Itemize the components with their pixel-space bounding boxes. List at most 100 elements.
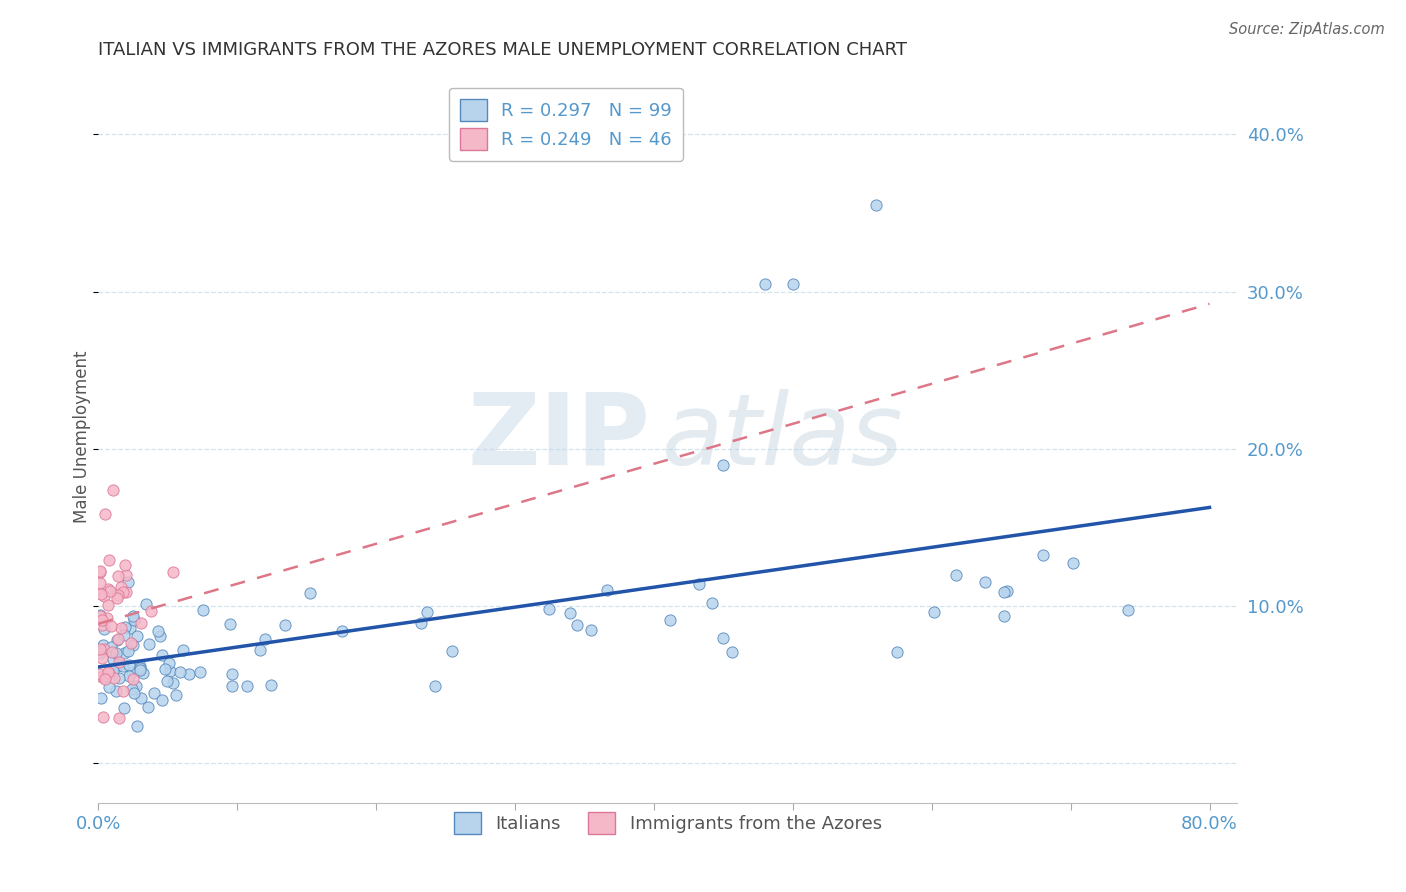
Text: atlas: atlas	[662, 389, 904, 485]
Point	[98, 665, 121, 680]
Point	[411, 616, 433, 631]
Point	[138, 637, 160, 651]
Point	[122, 638, 145, 652]
Point	[91, 710, 114, 724]
Point	[782, 277, 804, 291]
Point	[128, 663, 150, 677]
Point	[700, 596, 723, 610]
Point	[105, 646, 128, 660]
Point	[1118, 603, 1140, 617]
Point	[90, 587, 112, 601]
Point	[425, 679, 447, 693]
Point	[658, 613, 681, 627]
Point	[108, 671, 131, 685]
Point	[110, 621, 132, 635]
Point	[128, 659, 150, 673]
Point	[98, 583, 121, 598]
Point	[125, 680, 148, 694]
Point	[150, 648, 173, 662]
Point	[135, 597, 157, 611]
Point	[89, 607, 111, 622]
Point	[111, 683, 134, 698]
Point	[105, 591, 128, 605]
Point	[110, 580, 132, 594]
Point	[115, 567, 138, 582]
Point	[993, 609, 1015, 624]
Point	[90, 690, 112, 705]
Point	[273, 618, 295, 632]
Point	[162, 676, 184, 690]
Point	[886, 645, 908, 659]
Point	[159, 664, 181, 678]
Point	[89, 609, 111, 624]
Point	[97, 598, 120, 612]
Point	[108, 657, 131, 672]
Point	[169, 665, 191, 679]
Point	[129, 616, 152, 631]
Point	[193, 603, 215, 617]
Legend: Italians, Immigrants from the Azores: Italians, Immigrants from the Azores	[447, 805, 889, 841]
Point	[91, 617, 114, 632]
Point	[93, 622, 115, 636]
Point	[103, 672, 125, 686]
Point	[120, 636, 142, 650]
Point	[596, 583, 619, 598]
Point	[89, 576, 111, 591]
Point	[112, 628, 135, 642]
Point	[120, 621, 142, 635]
Point	[260, 678, 283, 692]
Point	[89, 667, 111, 681]
Point	[121, 665, 143, 679]
Point	[117, 644, 139, 658]
Point	[89, 646, 111, 660]
Point	[945, 568, 967, 582]
Point	[330, 624, 353, 639]
Point	[146, 624, 169, 638]
Point	[440, 644, 463, 658]
Point	[153, 662, 176, 676]
Point	[122, 673, 145, 687]
Point	[156, 674, 179, 689]
Point	[93, 589, 115, 603]
Point	[96, 611, 118, 625]
Point	[118, 657, 141, 672]
Point	[89, 641, 111, 656]
Point	[112, 701, 135, 715]
Point	[150, 692, 173, 706]
Point	[165, 688, 187, 702]
Point	[565, 618, 588, 632]
Point	[157, 656, 180, 670]
Point	[415, 605, 437, 619]
Point	[107, 711, 129, 725]
Point	[114, 558, 136, 572]
Point	[177, 667, 200, 681]
Point	[162, 565, 184, 579]
Text: ZIP: ZIP	[468, 389, 651, 485]
Point	[96, 669, 118, 683]
Point	[124, 613, 146, 627]
Point	[114, 620, 136, 634]
Point	[1032, 549, 1054, 563]
Text: Source: ZipAtlas.com: Source: ZipAtlas.com	[1229, 22, 1385, 37]
Point	[111, 658, 134, 673]
Point	[90, 670, 112, 684]
Point	[711, 631, 734, 645]
Point	[995, 583, 1018, 598]
Point	[91, 638, 114, 652]
Point	[93, 672, 115, 686]
Point	[125, 719, 148, 733]
Point	[721, 645, 744, 659]
Point	[112, 584, 135, 599]
Point	[101, 652, 124, 666]
Point	[103, 664, 125, 678]
Point	[98, 680, 121, 694]
Point	[94, 507, 117, 521]
Point	[973, 574, 995, 589]
Point	[107, 656, 129, 670]
Point	[104, 684, 127, 698]
Point	[125, 629, 148, 643]
Point	[91, 669, 114, 683]
Point	[107, 632, 129, 647]
Point	[128, 660, 150, 674]
Point	[115, 585, 138, 599]
